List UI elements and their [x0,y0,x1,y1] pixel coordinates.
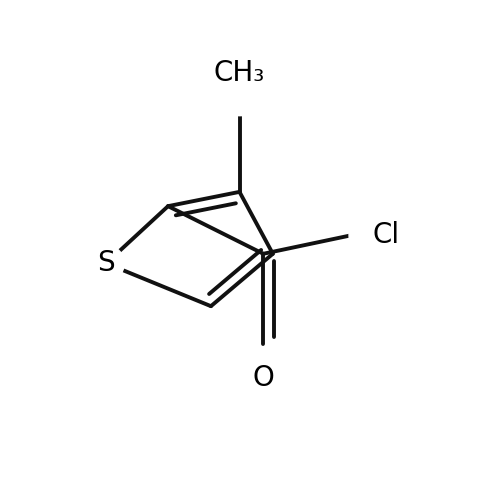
Circle shape [349,211,397,259]
Circle shape [211,58,268,116]
Text: S: S [97,249,115,277]
Text: CH₃: CH₃ [214,59,265,87]
Circle shape [247,361,280,394]
Text: O: O [252,364,274,392]
Circle shape [88,245,124,281]
Text: Cl: Cl [373,221,400,249]
